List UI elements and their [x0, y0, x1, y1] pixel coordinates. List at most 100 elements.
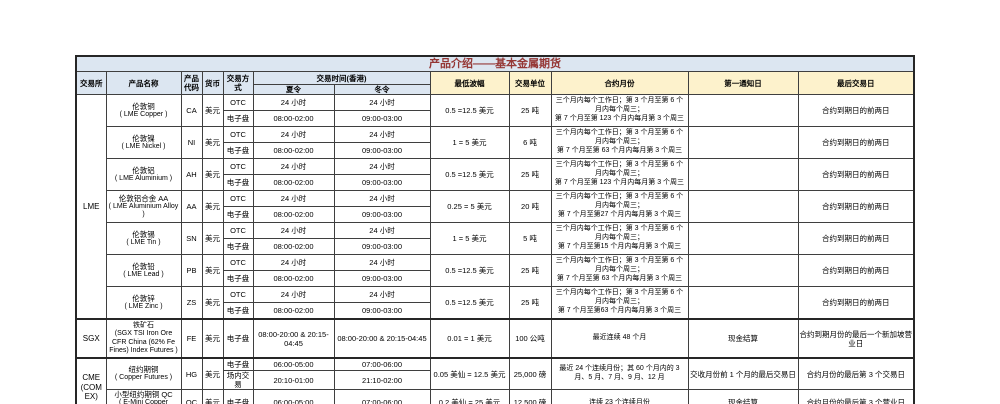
product-name-en: ( E-Mini Copper Futures ): [118, 399, 168, 404]
winter-hours-cell: 09:00-03:00: [333, 270, 431, 287]
method-cell: 电子盘: [222, 174, 254, 191]
months-cell: 三个月内每个工作日；第 3 个月至第 6 个月内每个周三；第 7 个月至第 12…: [550, 94, 689, 127]
unit-cell: 25 吨: [508, 158, 552, 191]
product-name-cn: 小型纽约期铜 QC: [114, 390, 173, 399]
product-name-cn: 铁矿石: [133, 322, 154, 330]
product-name-cell: 伦敦锡( LME Tin ): [105, 222, 182, 255]
summer-hours-cell: 08:00-02:00: [252, 270, 335, 287]
first-notice-cell: [687, 94, 799, 127]
winter-hours-cell: 24 小时: [333, 286, 431, 303]
summer-hours-cell: 24 小时: [252, 190, 335, 207]
col-header-first-notice: 第一通知日: [687, 71, 799, 95]
product-name-cell: 伦敦铅( LME Lead ): [105, 254, 182, 287]
summer-hours-cell: 24 小时: [252, 254, 335, 271]
product-name-cell: 伦敦镍( LME Nickel ): [105, 126, 182, 159]
unit-cell: 25 吨: [508, 94, 552, 127]
product-code-cell: QC: [180, 388, 203, 404]
product-name-cn: 伦敦铝: [132, 165, 155, 175]
unit-cell: 25 吨: [508, 254, 552, 287]
tick-cell: 0.2 美仙 = 25 美元: [429, 388, 510, 404]
unit-cell: 25 吨: [508, 286, 552, 320]
method-cell: 电子盘: [222, 318, 254, 359]
currency-cell: 美元: [201, 222, 224, 255]
last-trading-cell: 合约到期日的前两日: [797, 254, 915, 287]
winter-hours-cell: 24 小时: [333, 94, 431, 111]
summer-hours-cell: 20:10-01:00: [252, 370, 335, 390]
winter-hours-cell: 24 小时: [333, 222, 431, 239]
unit-cell: 100 公吨: [508, 318, 552, 359]
summer-hours-cell: 08:00-02:00: [252, 110, 335, 127]
product-code-cell: HG: [180, 357, 203, 390]
method-cell: OTC: [222, 190, 254, 207]
winter-hours-cell: 09:00-03:00: [333, 206, 431, 223]
winter-hours-cell: 09:00-03:00: [333, 142, 431, 159]
tick-cell: 0.5 =12.5 美元: [429, 158, 510, 191]
months-cell: 连续 23 个连续月份: [550, 388, 689, 404]
product-name-cn: 伦敦锌: [132, 293, 155, 303]
summer-hours-cell: 24 小时: [252, 94, 335, 111]
months-cell: 三个月内每个工作日；第 3 个月至第 6 个月内每个周三；第 7 个月至第15 …: [550, 222, 689, 255]
first-notice-cell: [687, 190, 799, 223]
col-header-unit: 交易单位: [508, 71, 552, 95]
last-trading-cell: 合约到期日的前两日: [797, 158, 915, 191]
last-trading-cell: 合约到期日的前两日: [797, 190, 915, 223]
summer-hours-cell: 08:00-02:00: [252, 142, 335, 159]
first-notice-cell: 交收月份前 1 个月的最后交易日: [687, 357, 799, 390]
exchange-cell-cme: CME (COMEX): [75, 357, 107, 404]
months-cell: 三个月内每个工作日；第 3 个月至第 6 个月内每个周三；第 7 个月至第63 …: [550, 286, 689, 320]
summer-hours-cell: 24 小时: [252, 286, 335, 303]
first-notice-cell: 现金结算: [687, 388, 799, 404]
product-name-cell: 伦敦铝合金 AA( LME Aluminium Alloy ): [105, 190, 182, 223]
method-cell: 电子盘: [222, 357, 254, 371]
winter-hours-cell: 24 小时: [333, 126, 431, 143]
method-cell: 电子盘: [222, 206, 254, 223]
first-notice-cell: 现金结算: [687, 318, 799, 359]
col-header-winter: 冬令: [333, 84, 431, 95]
tick-cell: 0.01 = 1 美元: [429, 318, 510, 359]
col-header-last-trading: 最后交易日: [797, 71, 915, 95]
currency-cell: 美元: [201, 158, 224, 191]
currency-cell: 美元: [201, 318, 224, 359]
first-notice-cell: [687, 286, 799, 320]
currency-cell: 美元: [201, 286, 224, 320]
product-name-cell: 铁矿石 (SGX TSI Iron Ore CFR China (62% Fe F…: [105, 318, 182, 359]
futures-table: 产品介绍——基本金属期货 交易所 产品名称 产品代码 货币 交易方式 交易时间(…: [75, 55, 916, 404]
product-name-en: ( LME Zinc ): [124, 302, 163, 310]
col-header-method: 交易方式: [222, 71, 254, 95]
winter-hours-cell: 09:00-03:00: [333, 174, 431, 191]
summer-hours-cell: 24 小时: [252, 158, 335, 175]
tick-cell: 0.5 =12.5 美元: [429, 94, 510, 127]
currency-cell: 美元: [201, 357, 224, 390]
winter-hours-cell: 09:00-03:00: [333, 110, 431, 127]
first-notice-cell: [687, 158, 799, 191]
last-trading-cell: 合约月份的最后第 3 个交易日: [797, 357, 915, 390]
winter-hours-cell: 08:00-20:00 & 20:15-04:45: [333, 318, 431, 359]
product-name-en: ( LME Aluminium ): [114, 174, 173, 182]
tick-cell: 0.25 = 5 美元: [429, 190, 510, 223]
summer-hours-cell: 08:00-02:00: [252, 302, 335, 320]
last-trading-cell: 合约到期月份的最后一个新加坡营业日: [797, 318, 915, 359]
method-cell: 电子盘: [222, 238, 254, 255]
method-cell: OTC: [222, 222, 254, 239]
months-cell: 最近 24 个连续月份；其 60 个月内的 3 月、5 月、7 月、9 月、12…: [550, 357, 689, 390]
method-cell: OTC: [222, 158, 254, 175]
method-cell: OTC: [222, 94, 254, 111]
winter-hours-cell: 07:00-06:00: [333, 388, 431, 404]
col-header-code: 产品代码: [180, 71, 203, 95]
exchange-cell-sgx: SGX: [75, 318, 107, 359]
tick-cell: 0.05 美仙 = 12.5 美元: [429, 357, 510, 390]
product-name-cn: 伦敦铅: [132, 261, 155, 271]
method-cell: OTC: [222, 286, 254, 303]
first-notice-cell: [687, 126, 799, 159]
tick-cell: 1 = 5 美元: [429, 222, 510, 255]
winter-hours-cell: 24 小时: [333, 158, 431, 175]
last-trading-cell: 合约到期日的前两日: [797, 94, 915, 127]
product-name-cell: 伦敦锌( LME Zinc ): [105, 286, 182, 320]
product-name-en: ( LME Tin ): [126, 238, 161, 246]
product-name-cn: 纽约期铜: [128, 365, 159, 375]
col-header-currency: 货币: [201, 71, 224, 95]
method-cell: 电子盘: [222, 302, 254, 320]
currency-cell: 美元: [201, 254, 224, 287]
product-name-en: (SGX TSI Iron Ore CFR China (62% Fe Fine…: [109, 330, 178, 354]
currency-cell: 美元: [201, 94, 224, 127]
